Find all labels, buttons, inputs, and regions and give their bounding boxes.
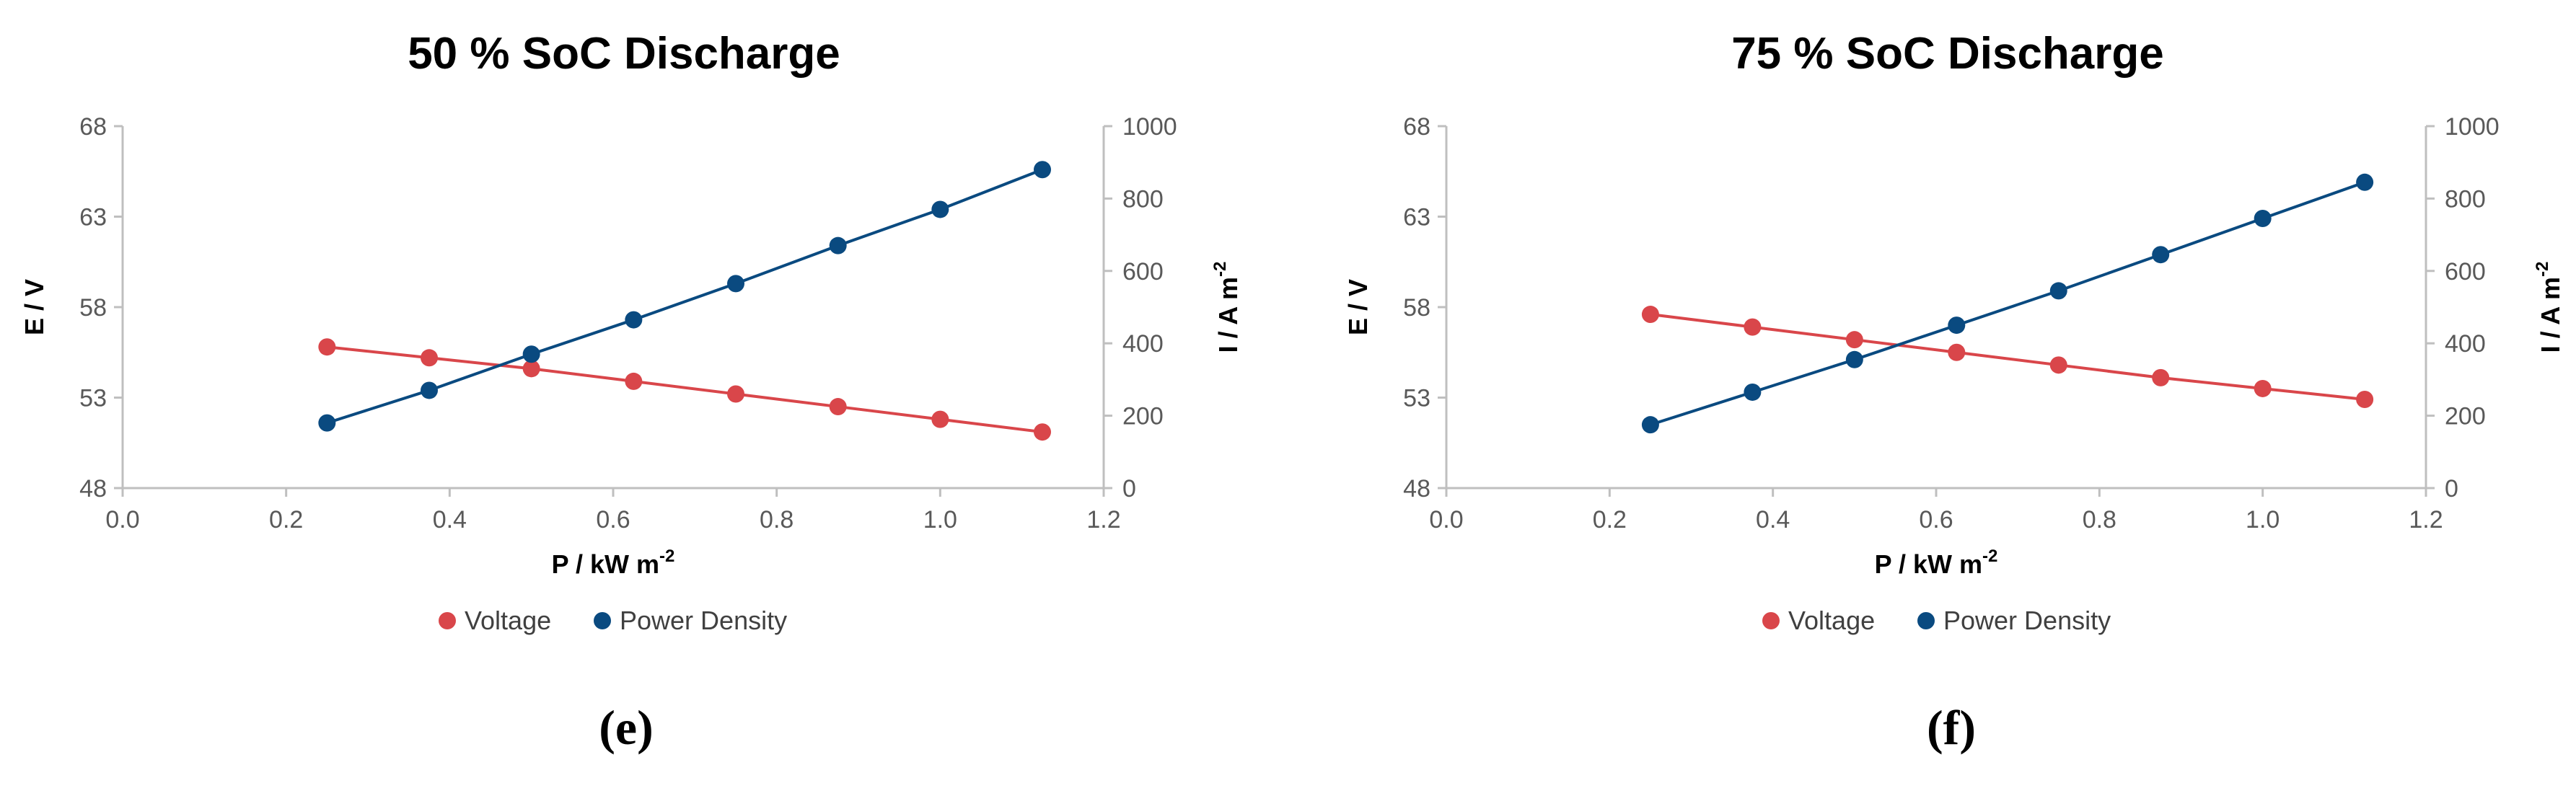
legend-label: Voltage [1788, 606, 1875, 635]
data-point-voltage [318, 338, 336, 356]
y2-axis-label: I / A m-2 [2533, 262, 2565, 353]
x-tick-label: 0.8 [2083, 506, 2116, 534]
data-point-voltage [2152, 368, 2170, 386]
legend-label: Power Density [1943, 606, 2111, 635]
data-point-power-density [2152, 246, 2170, 264]
chart-title: 50 % SoC Discharge [408, 29, 840, 79]
data-point-power-density [318, 414, 336, 432]
x-tick-label: 1.0 [2246, 506, 2280, 534]
x-axis-label: P / kW m-2 [1875, 546, 1998, 579]
y-tick-label: 48 [79, 475, 107, 503]
x-tick-label: 1.0 [923, 506, 957, 534]
x-tick-label: 0.2 [1593, 506, 1627, 534]
y2-tick-label: 0 [1122, 475, 1136, 503]
x-tick-label: 0.4 [433, 506, 467, 534]
data-point-voltage [522, 360, 540, 378]
data-point-power-density [829, 236, 847, 254]
y2-axis-label: I / A m-2 [1210, 262, 1243, 353]
legend-marker [439, 612, 456, 629]
data-point-power-density [1948, 316, 1966, 335]
y2-tick-label: 600 [1122, 258, 1164, 285]
x-tick-label: 0.6 [1919, 506, 1953, 534]
x-tick-label: 0.6 [596, 506, 630, 534]
legend-marker [594, 612, 611, 629]
data-point-voltage [2049, 356, 2067, 374]
data-point-voltage [829, 398, 847, 416]
x-tick-label: 0.0 [105, 506, 139, 534]
y-tick-label: 53 [79, 385, 107, 412]
y2-tick-label: 400 [1122, 330, 1164, 358]
legend-marker [1762, 612, 1780, 629]
y2-tick-label: 200 [1122, 403, 1164, 430]
y-axis-label: E / V [1343, 279, 1373, 335]
y2-tick-label: 200 [2445, 403, 2486, 430]
x-axis-label: P / kW m-2 [552, 546, 675, 579]
y2-tick-label: 600 [2445, 258, 2486, 285]
y-tick-label: 63 [1403, 204, 1430, 231]
data-point-power-density [1744, 383, 1762, 401]
data-point-voltage [931, 410, 949, 428]
x-tick-label: 1.2 [1086, 506, 1120, 534]
data-point-power-density [727, 275, 744, 293]
data-point-power-density [1641, 416, 1659, 434]
data-point-power-density [522, 345, 540, 363]
data-point-voltage [1034, 423, 1051, 441]
series-line-power-density [326, 168, 1043, 425]
y-tick-label: 48 [1403, 475, 1430, 503]
data-point-voltage [1845, 331, 1863, 349]
x-tick-label: 0.8 [760, 506, 794, 534]
data-point-power-density [2049, 282, 2067, 300]
data-point-power-density [1034, 161, 1051, 179]
y2-tick-label: 400 [2445, 330, 2486, 358]
x-tick-label: 1.2 [2409, 506, 2443, 534]
y-tick-label: 68 [1403, 113, 1430, 141]
data-point-voltage [625, 372, 643, 390]
x-tick-label: 0.2 [269, 506, 303, 534]
y2-tick-label: 1000 [1122, 113, 1177, 141]
series-line-voltage [1650, 313, 2365, 401]
data-point-voltage [2356, 391, 2374, 409]
data-point-power-density [2254, 210, 2272, 228]
chart-panel-1: 75 % SoC Discharge 48 53 58 63 68 0 200 400 600 80… [1343, 29, 2565, 755]
data-point-voltage [421, 349, 438, 367]
data-point-voltage [2254, 379, 2272, 397]
series-line-power-density [1650, 180, 2365, 427]
chart-panel-0: 50 % SoC Discharge 48 53 58 63 68 0 200 400 600 80… [19, 29, 1243, 755]
y2-tick-label: 0 [2445, 475, 2458, 503]
y-tick-label: 53 [1403, 385, 1430, 412]
legend-label: Power Density [620, 606, 787, 635]
data-point-power-density [931, 200, 949, 218]
y2-tick-label: 1000 [2445, 113, 2500, 141]
legend-marker [1917, 612, 1935, 629]
series-line-voltage [327, 345, 1043, 434]
data-point-power-density [2356, 173, 2374, 191]
chart-title: 75 % SoC Discharge [1731, 29, 2164, 79]
y2-tick-label: 800 [2445, 185, 2486, 213]
data-point-voltage [1744, 318, 1762, 336]
y-tick-label: 68 [79, 113, 107, 141]
x-tick-label: 0.4 [1756, 506, 1790, 534]
y-tick-label: 58 [1403, 294, 1430, 322]
x-tick-label: 0.0 [1429, 506, 1463, 534]
y2-tick-label: 800 [1122, 185, 1164, 213]
data-point-power-density [1845, 350, 1863, 368]
y-tick-label: 63 [79, 204, 107, 231]
data-point-voltage [1641, 306, 1659, 324]
data-point-voltage [727, 385, 744, 403]
legend-label: Voltage [465, 606, 551, 635]
data-point-voltage [1948, 343, 1966, 361]
data-point-power-density [625, 311, 643, 329]
y-axis-label: E / V [19, 279, 49, 335]
data-point-power-density [421, 381, 438, 399]
panel-label: (f) [1927, 700, 1976, 755]
panel-label: (e) [599, 700, 653, 755]
y-tick-label: 58 [79, 294, 107, 322]
